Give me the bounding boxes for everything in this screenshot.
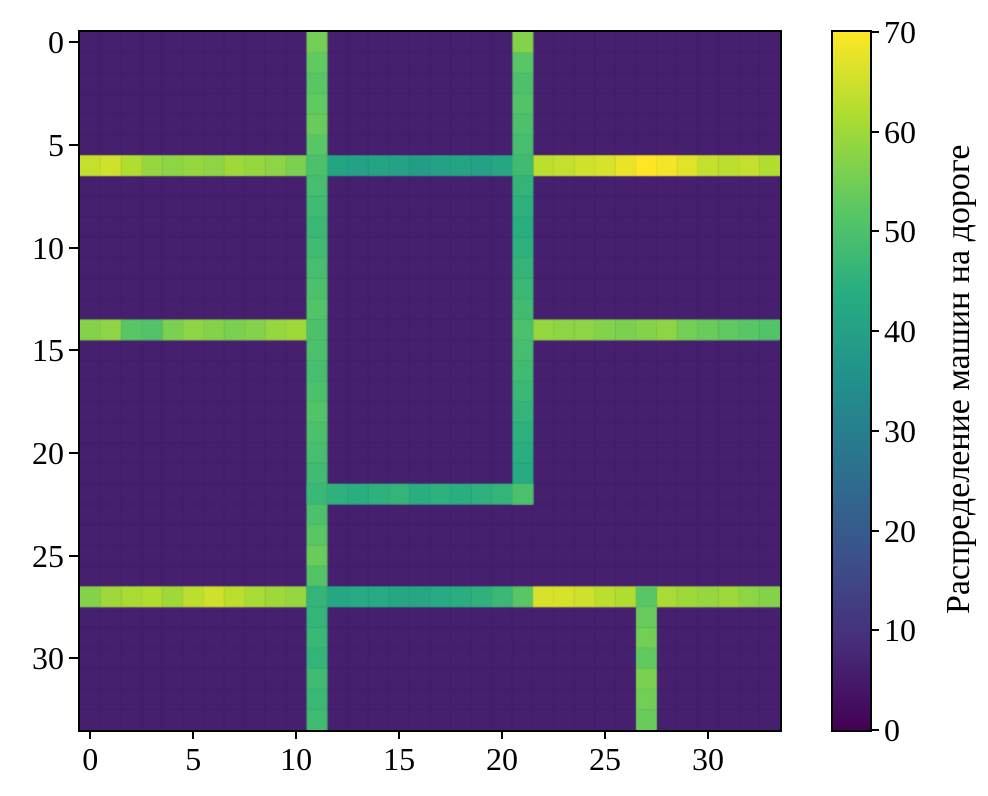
x-tick [706, 730, 709, 739]
colorbar-tick [870, 429, 879, 432]
x-tick [192, 730, 195, 739]
y-tick [69, 143, 78, 146]
y-tick-label: 20 [32, 434, 64, 471]
colorbar-tick-label: 30 [884, 412, 916, 449]
colorbar-tick-label: 60 [884, 113, 916, 150]
x-tick [398, 730, 401, 739]
colorbar-tick [870, 31, 879, 33]
x-tick-label: 25 [589, 741, 621, 777]
colorbar-tick [870, 330, 879, 333]
colorbar-tick-label: 10 [884, 612, 916, 649]
y-tick [69, 41, 78, 44]
y-tick-label: 30 [32, 640, 64, 677]
heatmap-plot [78, 30, 782, 732]
y-tick-label: 15 [32, 332, 64, 369]
colorbar-tick [870, 529, 879, 532]
x-tick [604, 730, 606, 739]
x-tick-label: 10 [280, 741, 313, 777]
x-tick-label: 5 [185, 741, 202, 777]
y-tick [69, 349, 78, 352]
y-tick-label: 25 [32, 537, 64, 574]
colorbar-tick [870, 130, 879, 133]
x-tick-label: 15 [383, 741, 416, 777]
y-tick-label: 5 [48, 126, 64, 163]
colorbar-tick [870, 629, 879, 632]
y-tick-label: 0 [48, 24, 64, 61]
x-tick-label: 20 [486, 741, 519, 777]
colorbar-tick-label: 0 [884, 712, 900, 748]
colorbar-tick [870, 729, 879, 731]
x-tick [295, 730, 298, 739]
colorbar-tick-label: 20 [884, 512, 916, 549]
colorbar-gradient [833, 32, 870, 730]
colorbar-tick-label: 70 [884, 14, 916, 50]
colorbar-tick-label: 40 [884, 313, 916, 350]
colorbar-label: Распределение машин на дороге [940, 144, 977, 614]
y-tick [69, 657, 78, 660]
x-tick-label: 30 [691, 741, 724, 777]
colorbar-tick-label: 50 [884, 213, 916, 250]
colorbar [831, 30, 872, 732]
y-tick [69, 554, 78, 557]
heatmap-canvas [80, 32, 780, 730]
x-tick [89, 730, 92, 739]
y-tick [69, 451, 78, 454]
colorbar-tick [870, 230, 879, 233]
y-tick-label: 10 [32, 229, 64, 266]
y-tick [69, 246, 78, 249]
x-tick-label: 0 [82, 741, 99, 777]
x-tick [501, 730, 504, 739]
